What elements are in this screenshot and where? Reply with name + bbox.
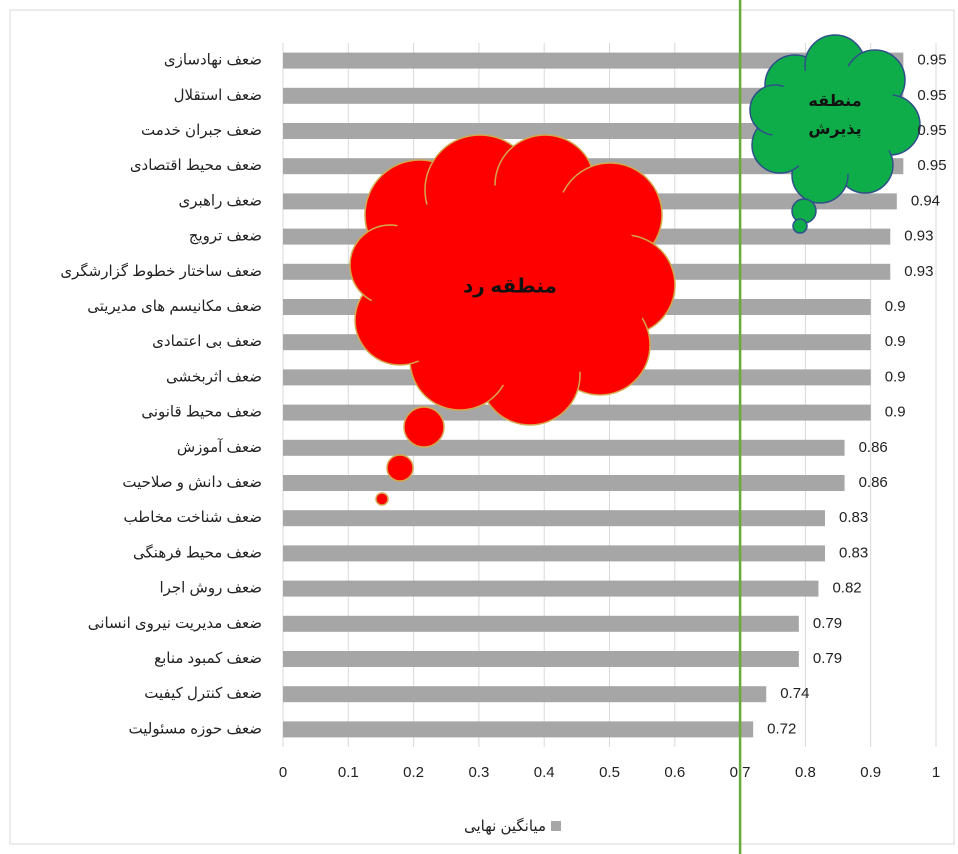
y-tick-label: ضعف ساختار خطوط گزارشگری — [60, 262, 262, 280]
value-label: 0.82 — [832, 580, 861, 597]
bar — [283, 686, 767, 703]
value-label: 0.86 — [859, 439, 888, 456]
y-tick-label: ضعف روش اجرا — [159, 580, 262, 597]
bar — [283, 123, 904, 139]
x-tick-label: 0.8 — [795, 764, 816, 781]
value-label: 0.95 — [917, 52, 946, 69]
value-label: 0.95 — [917, 157, 946, 174]
bar — [283, 510, 825, 527]
y-tick-label: ضعف کمبود منابع — [154, 650, 262, 667]
y-tick-label: ضعف استقلال — [174, 87, 262, 104]
bar — [283, 404, 871, 421]
y-tick-label: ضعف بی اعتمادی — [152, 333, 262, 350]
y-tick-label: ضعف نهادسازی — [164, 52, 262, 69]
y-tick-label: ضعف محیط فرهنگی — [133, 543, 262, 561]
value-label: 0.9 — [885, 333, 906, 350]
x-tick-label: 1 — [932, 764, 940, 781]
reject-label: منطقه رد — [463, 275, 557, 297]
y-tick-label: ضعف کنترل کیفیت — [144, 685, 262, 702]
value-label: 0.9 — [885, 368, 906, 385]
value-label: 0.83 — [839, 544, 868, 561]
y-tick-label: ضعف دانش و صلاحیت — [122, 474, 262, 491]
value-label: 0.74 — [780, 685, 809, 702]
value-label: 0.93 — [904, 228, 933, 245]
value-label: 0.86 — [859, 474, 888, 491]
accept-label: پذیرش — [808, 121, 861, 139]
value-label: 0.9 — [885, 298, 906, 315]
bar — [283, 545, 825, 562]
bar — [283, 475, 845, 491]
bar — [283, 52, 904, 69]
legend-swatch — [551, 821, 561, 831]
y-tick-label: ضعف جبران خدمت — [141, 122, 262, 139]
bar — [283, 651, 799, 667]
value-label: 0.9 — [885, 404, 906, 421]
y-tick-label: ضعف مدیریت نیروی انسانی — [88, 615, 262, 632]
y-tick-label: ضعف راهبری — [178, 192, 262, 209]
value-label: 0.95 — [917, 122, 946, 139]
x-tick-label: 0.6 — [664, 764, 685, 781]
y-tick-label: ضعف اثربخشی — [166, 368, 262, 385]
value-label: 0.94 — [911, 192, 940, 209]
x-tick-label: 0.3 — [468, 764, 489, 781]
reject-cloud-fill — [370, 185, 650, 385]
value-label: 0.95 — [917, 87, 946, 104]
accept-label: منطقه — [808, 93, 861, 110]
y-tick-label: ضعف مکانیسم های مدیریتی — [87, 298, 262, 315]
value-label: 0.72 — [767, 720, 796, 737]
accept-cloud-fill — [770, 65, 900, 175]
value-label: 0.79 — [813, 615, 842, 632]
x-tick-label: 0.9 — [860, 764, 881, 781]
value-label: 0.79 — [813, 650, 842, 667]
x-tick-label: 0.1 — [338, 764, 359, 781]
y-tick-label: ضعف شناخت مخاطب — [124, 509, 262, 526]
x-tick-label: 0.5 — [599, 764, 620, 781]
y-tick-label: ضعف محیط قانونی — [141, 404, 262, 421]
bar — [283, 721, 754, 738]
bar — [283, 580, 819, 597]
y-tick-label: ضعف ترویج — [189, 228, 262, 245]
value-label: 0.93 — [904, 263, 933, 280]
legend-label: میانگین نهایی — [464, 817, 546, 835]
x-tick-label: 0.2 — [403, 764, 424, 781]
value-label: 0.83 — [839, 509, 868, 526]
bar — [283, 615, 799, 632]
x-tick-label: 0.4 — [534, 764, 555, 781]
x-tick-label: 0 — [279, 764, 287, 781]
bar — [283, 439, 845, 456]
y-tick-label: ضعف حوزه مسئولیت — [129, 720, 262, 737]
bar — [283, 87, 904, 104]
y-tick-label: ضعف آموزش — [177, 438, 262, 456]
y-tick-label: ضعف محیط اقتصادی — [130, 157, 262, 174]
